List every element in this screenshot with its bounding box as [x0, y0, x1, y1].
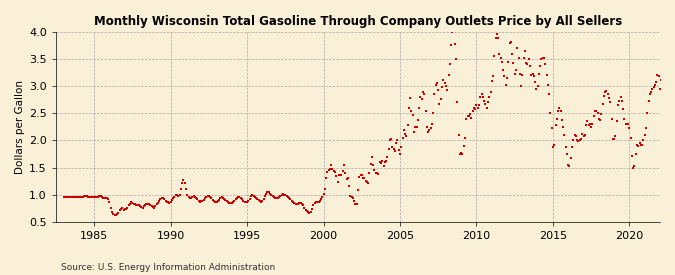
- Y-axis label: Dollars per Gallon: Dollars per Gallon: [15, 80, 25, 174]
- Text: Source: U.S. Energy Information Administration: Source: U.S. Energy Information Administ…: [61, 263, 275, 272]
- Title: Monthly Wisconsin Total Gasoline Through Company Outlets Price by All Sellers: Monthly Wisconsin Total Gasoline Through…: [94, 15, 622, 28]
